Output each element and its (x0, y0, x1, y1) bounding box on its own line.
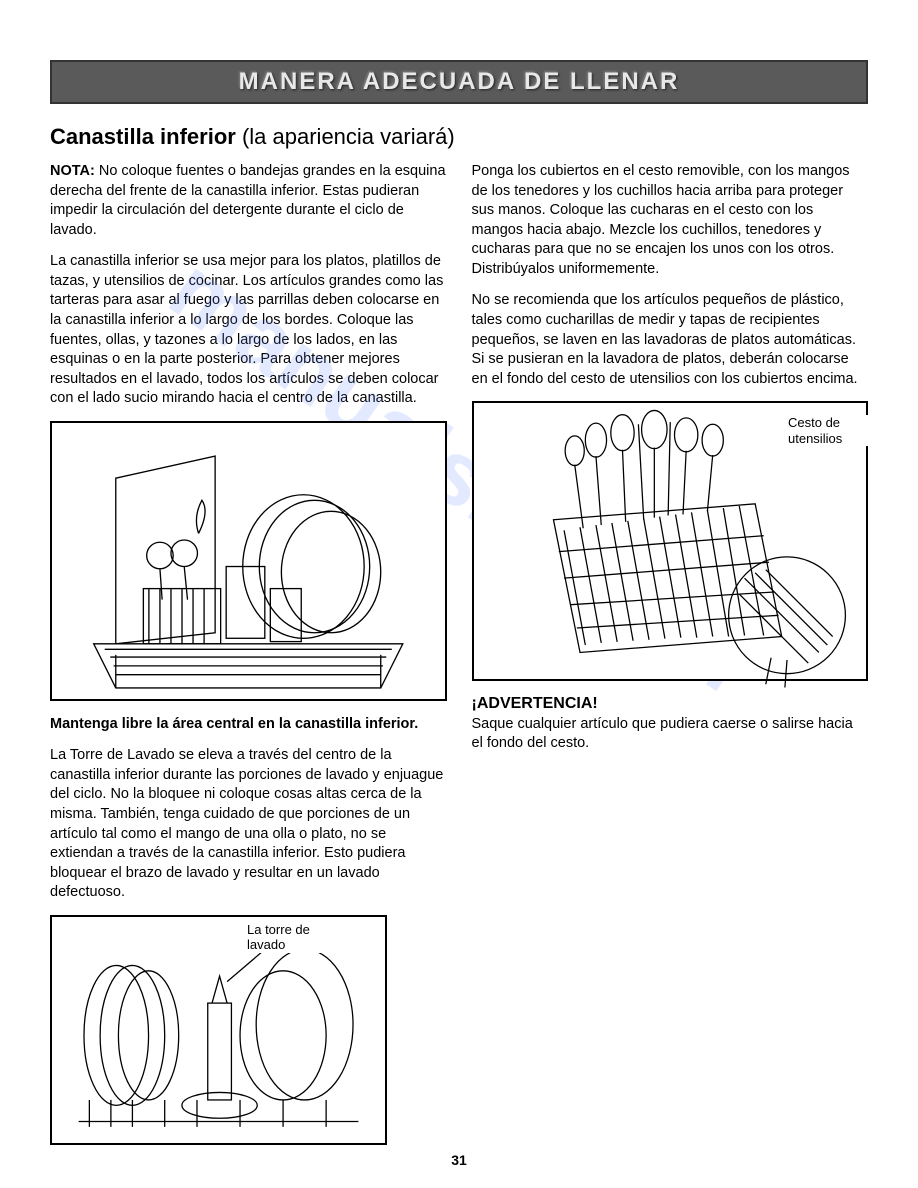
left-paragraph-2: La canastilla inferior se usa mejor para… (50, 252, 447, 409)
page-number: 31 (0, 1152, 918, 1168)
warning-title: ¡ADVERTENCIA! (472, 695, 869, 713)
warning-text: Saque cualquier artículo que pudiera cae… (472, 715, 869, 753)
page-title-light: (la apariencia variará) (236, 124, 455, 149)
section-header-bar: MANERA ADECUADA DE LLENAR (50, 60, 868, 104)
wash-tower-label: La torre de lavado (247, 922, 337, 953)
content-columns: NOTA: No coloque fuentes o bandejas gran… (50, 162, 868, 1145)
page-title: Canastilla inferior (la apariencia varia… (50, 124, 868, 150)
section-header-text: MANERA ADECUADA DE LLENAR (239, 68, 680, 95)
nota-paragraph: NOTA: No coloque fuentes o bandejas gran… (50, 162, 447, 240)
right-paragraph-1: Ponga los cubiertos en el cesto removibl… (472, 162, 869, 279)
figure-utensil-basket: Cesto de utensilios (472, 401, 869, 681)
nota-text: No coloque fuentes o bandejas grandes en… (50, 163, 446, 238)
figure1-caption: Mantenga libre la área central en la can… (50, 715, 447, 735)
lower-rack-illustration-icon (52, 423, 445, 699)
figure-wash-tower: La torre de lavado (50, 915, 387, 1145)
utensil-basket-label: Cesto de utensilios (788, 415, 868, 446)
nota-label: NOTA: (50, 163, 95, 179)
page-title-bold: Canastilla inferior (50, 124, 236, 149)
right-paragraph-2: No se recomienda que los artículos peque… (472, 291, 869, 389)
right-column: Ponga los cubiertos en el cesto removibl… (472, 162, 869, 1145)
left-column: NOTA: No coloque fuentes o bandejas gran… (50, 162, 447, 1145)
left-paragraph-3: La Torre de Lavado se eleva a través del… (50, 746, 447, 903)
warning-block: ¡ADVERTENCIA! Saque cualquier artículo q… (472, 695, 869, 753)
figure-lower-rack (50, 421, 447, 701)
